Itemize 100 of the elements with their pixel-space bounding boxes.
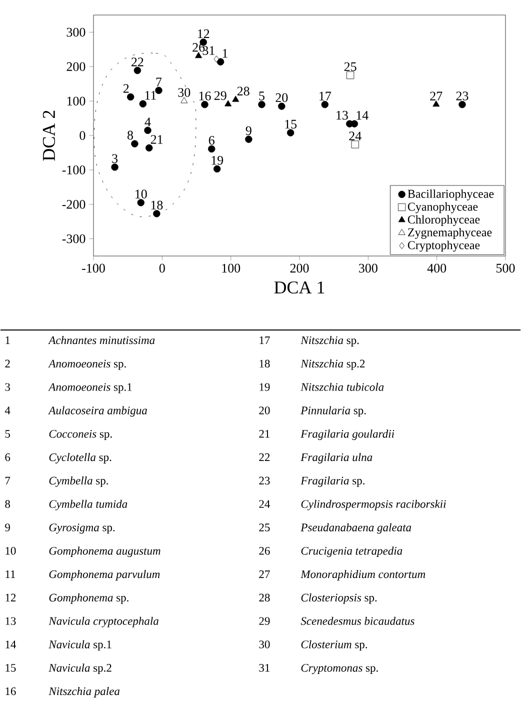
annotation: 31 bbox=[202, 46, 214, 55]
annotation: 14 bbox=[356, 111, 368, 120]
text: 18 bbox=[260, 360, 270, 368]
text: 15 bbox=[6, 664, 16, 672]
text: Monoraphidium contortum bbox=[300, 570, 426, 580]
text: Anomoeoneis sp. bbox=[48, 360, 126, 370]
annotation: 10 bbox=[136, 190, 147, 198]
legend-label: Bacillariophyceae bbox=[408, 189, 494, 200]
text: Cymbella tumida bbox=[49, 500, 128, 510]
point bbox=[201, 100, 208, 108]
point bbox=[346, 71, 354, 80]
text: Navicula sp.1 bbox=[48, 640, 112, 651]
text: Nitszchia sp. bbox=[300, 336, 359, 346]
point bbox=[214, 56, 220, 62]
text: 10 bbox=[6, 546, 16, 555]
text: Nitszchia sp.2 bbox=[300, 359, 365, 370]
annotation: 24 bbox=[349, 132, 362, 140]
y-tick-label: 100 bbox=[67, 96, 86, 106]
text: Nitszchia tubicola bbox=[300, 382, 384, 391]
text: 24 bbox=[259, 500, 270, 508]
y-tick-label: 200 bbox=[66, 62, 86, 72]
text: Fragilaria sp. bbox=[300, 476, 364, 487]
text: 22 bbox=[259, 453, 270, 462]
annotation: 16 bbox=[199, 92, 211, 100]
text: Pseudanabaena galeata bbox=[300, 523, 412, 534]
annotation: 3 bbox=[112, 154, 118, 163]
text: Achnantes minutissima bbox=[48, 336, 155, 344]
text: Aulacoseira ambigua bbox=[48, 406, 147, 417]
text: 7 bbox=[5, 476, 10, 484]
point bbox=[278, 102, 286, 110]
annotation: 11 bbox=[145, 91, 156, 100]
annotation: 23 bbox=[456, 92, 468, 100]
annotation: 8 bbox=[128, 130, 134, 140]
point bbox=[134, 66, 142, 74]
text: 14 bbox=[6, 640, 16, 648]
point bbox=[213, 165, 221, 172]
point bbox=[153, 210, 160, 218]
text: Gomphonema augustum bbox=[49, 546, 160, 558]
text: 13 bbox=[6, 617, 16, 625]
text: 17 bbox=[260, 336, 270, 344]
text: Cymbella sp. bbox=[49, 476, 108, 487]
point bbox=[131, 140, 138, 148]
annotation: 7 bbox=[156, 78, 162, 86]
point bbox=[180, 97, 188, 104]
annotation: 19 bbox=[212, 156, 224, 165]
annotation: 28 bbox=[237, 86, 250, 96]
point bbox=[137, 199, 144, 206]
point bbox=[126, 93, 134, 101]
text: Fragilaria goulardii bbox=[300, 430, 394, 440]
x-tick-label: 200 bbox=[290, 264, 309, 273]
annotation: 13 bbox=[336, 110, 348, 120]
text: Navicula sp.2 bbox=[48, 664, 112, 674]
text: 3 bbox=[5, 383, 10, 391]
annotation: 25 bbox=[344, 62, 356, 72]
text: 11 bbox=[6, 570, 16, 578]
annotation: 20 bbox=[276, 93, 288, 102]
point bbox=[224, 100, 232, 106]
legend-label: Zygnemaphyceae bbox=[408, 228, 492, 239]
text: Nitszchia palea bbox=[48, 687, 120, 698]
point bbox=[432, 100, 440, 107]
annotation: 30 bbox=[178, 88, 190, 97]
point bbox=[258, 100, 266, 108]
legend-label: Cyanophyceae bbox=[408, 202, 478, 214]
annotation: 15 bbox=[285, 120, 297, 129]
point bbox=[351, 140, 359, 148]
x-axis-title: DCA 1 bbox=[274, 281, 324, 294]
annotation: 6 bbox=[208, 136, 214, 145]
legend-label: Chlorophyceae bbox=[408, 215, 480, 226]
annotation: 2 bbox=[123, 84, 129, 93]
text: 28 bbox=[259, 594, 270, 602]
text: 25 bbox=[259, 524, 270, 532]
text: Cylindrospermopsis raciborskii bbox=[301, 500, 446, 510]
point bbox=[144, 126, 152, 134]
x-tick-label: 300 bbox=[359, 264, 378, 273]
text: Gyrosigma sp. bbox=[49, 524, 115, 534]
point bbox=[139, 100, 147, 108]
text: 6 bbox=[5, 453, 10, 462]
y-tick-label: -200 bbox=[62, 200, 86, 209]
point bbox=[111, 164, 118, 171]
text: 31 bbox=[259, 664, 270, 672]
text: Closteriopsis sp. bbox=[301, 593, 377, 604]
point bbox=[146, 144, 153, 152]
text: 26 bbox=[259, 546, 270, 555]
point bbox=[245, 136, 252, 143]
text: Fragilaria ulna bbox=[300, 453, 372, 464]
text: Gomphonema parvulum bbox=[49, 570, 160, 580]
point bbox=[286, 129, 294, 136]
annotation: 21 bbox=[150, 135, 163, 144]
text: 20 bbox=[259, 406, 270, 414]
legend-label: Cryptophyceae bbox=[408, 240, 480, 252]
text: 23 bbox=[259, 476, 270, 485]
text: 27 bbox=[259, 570, 270, 578]
text: 12 bbox=[6, 594, 16, 602]
point bbox=[155, 86, 162, 94]
annotation: 18 bbox=[151, 200, 163, 210]
point bbox=[208, 145, 216, 153]
text: Scenedesmus bicaudatus bbox=[300, 616, 414, 625]
annotation: 12 bbox=[198, 29, 210, 38]
text: Cryptomonas sp. bbox=[301, 664, 378, 674]
text: Cocconeis sp. bbox=[49, 430, 112, 440]
